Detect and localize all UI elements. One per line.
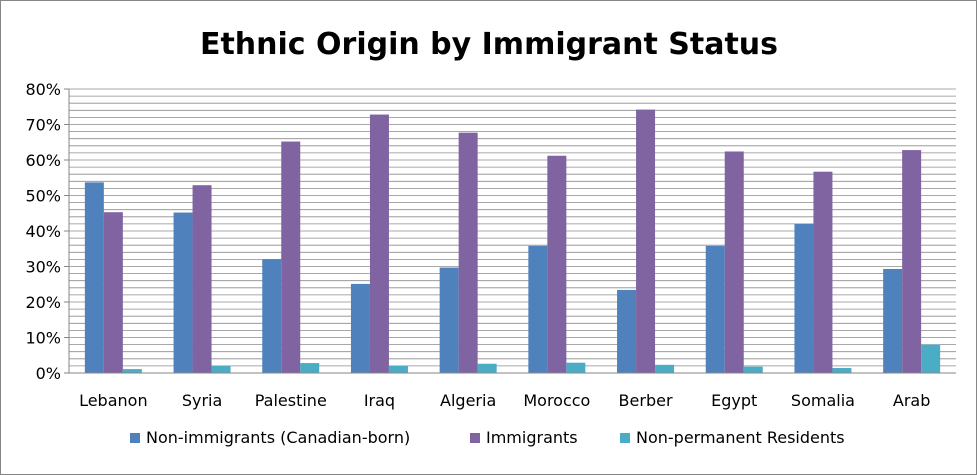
bar xyxy=(262,259,282,373)
x-tick-label: Iraq xyxy=(364,391,395,410)
bar xyxy=(883,268,903,373)
bar xyxy=(902,150,922,373)
chart-title: Ethnic Origin by Immigrant Status xyxy=(200,27,778,62)
bar xyxy=(813,171,833,373)
bar xyxy=(566,362,586,373)
legend-swatch xyxy=(620,433,630,443)
bar xyxy=(743,366,763,373)
y-tick-label: 80% xyxy=(25,80,61,99)
legend-label: Non-immigrants (Canadian-born) xyxy=(146,428,410,447)
bar xyxy=(300,363,320,373)
bar xyxy=(192,185,212,373)
legend-label: Immigrants xyxy=(486,428,578,447)
bar xyxy=(439,267,459,373)
bar xyxy=(350,283,370,373)
x-tick-label: Palestine xyxy=(255,391,327,410)
y-tick-label: 70% xyxy=(25,116,61,135)
x-tick-label: Algeria xyxy=(440,391,496,410)
y-tick-label: 10% xyxy=(25,329,61,348)
bar xyxy=(211,365,231,373)
y-tick-label: 40% xyxy=(25,222,61,241)
y-tick-label: 20% xyxy=(25,293,61,312)
bar xyxy=(547,155,567,373)
y-tick-label: 50% xyxy=(25,187,61,206)
bars-layer xyxy=(84,109,941,373)
bar xyxy=(477,363,497,373)
x-tick-label: Arab xyxy=(893,391,930,410)
x-tick-label: Egypt xyxy=(711,391,757,410)
bar xyxy=(705,245,725,373)
bar xyxy=(458,132,478,373)
axis-layer: 0% 10% 20% 30% 40% 50% 60% 70% 80% Lebanon Syria Pa… xyxy=(25,80,956,410)
legend-swatch xyxy=(470,433,480,443)
bar xyxy=(636,109,656,373)
bar xyxy=(832,368,852,373)
bar xyxy=(528,245,548,373)
bar xyxy=(617,289,637,373)
y-tick-label: 60% xyxy=(25,151,61,170)
bar xyxy=(724,151,744,373)
x-tick-label: Syria xyxy=(182,391,222,410)
bar xyxy=(281,141,301,373)
x-tick-label: Berber xyxy=(619,391,673,410)
bar xyxy=(369,114,389,373)
legend-swatch xyxy=(130,433,140,443)
bar xyxy=(921,344,941,373)
bar xyxy=(122,369,142,373)
bar xyxy=(84,182,104,373)
bar xyxy=(173,212,193,373)
bar xyxy=(794,223,814,373)
bar xyxy=(655,364,675,373)
x-tick-label: Somalia xyxy=(791,391,855,410)
x-tick-label: Lebanon xyxy=(79,391,148,410)
bar xyxy=(103,212,123,373)
y-tick-label: 0% xyxy=(36,364,61,383)
legend-label: Non-permanent Residents xyxy=(636,428,845,447)
y-tick-label: 30% xyxy=(25,258,61,277)
bar xyxy=(388,365,408,373)
x-tick-label: Morocco xyxy=(523,391,590,410)
legend: Non-immigrants (Canadian-born) Immigrants… xyxy=(130,428,845,447)
